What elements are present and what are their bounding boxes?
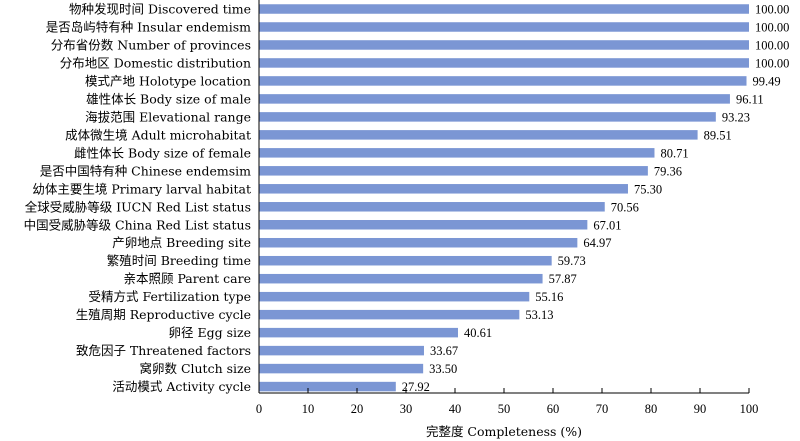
value-label: 59.73 [558,254,586,268]
bar [259,148,655,158]
category-label: 产卵地点 Breeding site [112,235,251,250]
value-label: 89.51 [704,128,732,142]
bar [259,255,552,266]
bars-group [259,4,749,392]
bar [259,345,424,356]
bar [259,58,749,68]
x-tick-label: 70 [596,402,609,416]
category-label: 致危因子 Threatened factors [76,343,251,358]
value-labels-group: 100.00 100.00 100.00 100.00 99.49 96.11 93.23 8… [402,3,790,395]
value-label: 93.23 [722,110,750,124]
category-label: 成体微生境 Adult microhabitat [65,127,251,142]
bar [259,4,749,14]
category-label: 卵径 Egg size [169,325,251,340]
value-label: 40.61 [464,326,492,340]
bar [259,94,730,104]
value-label: 64.97 [583,236,611,250]
category-label: 雄性体长 Body size of male [86,91,251,106]
category-label: 模式产地 Holotype location [85,73,251,88]
category-label: 物种发现时间 Discovered time [69,2,251,17]
bar [259,184,628,194]
bar [259,112,716,122]
value-label: 55.16 [535,290,563,304]
x-tick-label: 10 [302,402,315,416]
bar [259,22,749,32]
value-label: 53.13 [525,308,553,322]
value-label: 96.11 [736,92,764,106]
x-tick-label: 40 [449,402,462,416]
x-tick-label: 20 [351,402,364,416]
category-label: 分布省份数 Number of provinces [51,37,251,52]
category-label: 活动模式 Activity cycle [112,379,251,394]
value-label: 79.36 [654,164,682,178]
bar [259,202,605,212]
bar [259,309,520,320]
x-tick-label: 60 [547,402,560,416]
value-label: 100.00 [755,56,789,70]
x-tick-label: 100 [740,402,759,416]
category-label: 幼体主要生境 Primary larval habitat [32,181,251,196]
bar [259,220,588,230]
bar [259,237,578,248]
value-label: 27.92 [402,380,430,394]
category-labels-group: 物种发现时间 Discovered time 是否岛屿特有种 Insular en… [24,2,252,395]
category-label: 全球受威胁等级 IUCN Red List status [25,199,251,214]
category-label: 中国受威胁等级 China Red List status [24,217,251,232]
category-label: 亲本照顾 Parent care [123,271,251,286]
category-label: 是否中国特有种 Chinese endemsim [40,163,251,178]
x-tick-label: 0 [256,402,262,416]
category-label: 海拔范围 Elevational range [85,109,251,124]
value-label: 80.71 [660,146,688,160]
x-tick-label: 30 [400,402,413,416]
bar [259,291,530,302]
bar [259,273,543,284]
value-label: 99.49 [753,74,781,88]
bar [259,130,698,140]
category-label: 繁殖时间 Breeding time [107,253,251,268]
bar [259,363,424,374]
bar [259,40,749,50]
value-label: 100.00 [755,20,789,34]
value-label: 57.87 [549,272,577,286]
bar [259,76,747,86]
category-label: 受精方式 Fertilization type [89,289,251,304]
x-tick-label: 50 [498,402,511,416]
value-label: 70.56 [611,200,639,214]
value-label: 75.30 [634,182,662,196]
bar [259,327,458,338]
value-label: 33.50 [429,362,457,376]
value-label: 100.00 [755,3,789,17]
x-axis-title: 完整度 Completeness (%) [426,424,582,439]
value-label: 33.67 [430,344,458,358]
value-label: 67.01 [593,218,621,232]
x-tick-label: 80 [645,402,658,416]
category-label: 分布地区 Domestic distribution [60,55,251,70]
category-label: 是否岛屿特有种 Insular endemism [46,19,251,34]
category-label: 窝卵数 Clutch size [139,361,251,376]
x-ticks-group: 0 10 20 30 40 50 60 70 80 90 100 [256,388,759,416]
bar [259,166,648,176]
category-label: 生殖周期 Reproductive cycle [76,307,251,322]
category-label: 雌性体长 Body size of female [74,145,251,160]
x-tick-label: 90 [694,402,707,416]
value-label: 100.00 [755,38,789,52]
bar [259,381,396,392]
